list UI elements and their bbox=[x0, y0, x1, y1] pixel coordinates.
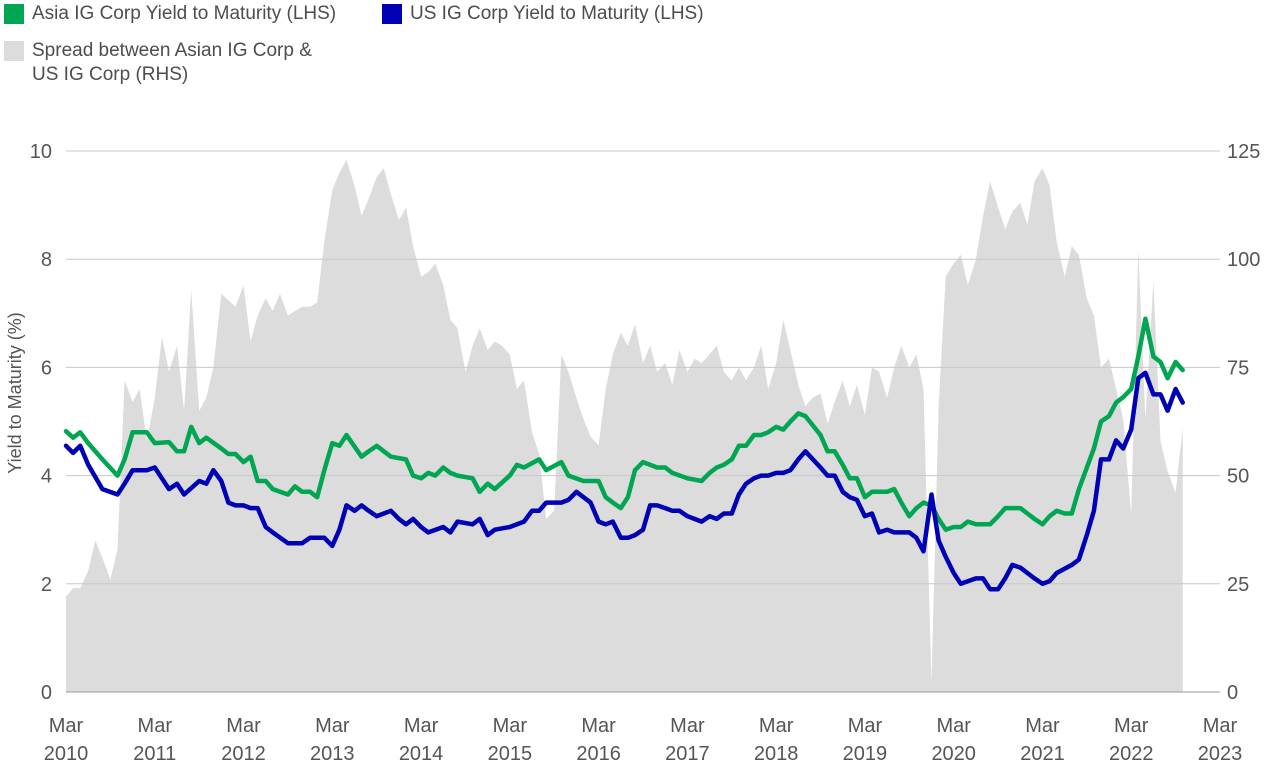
x-tick-label: Mar 2013 bbox=[310, 715, 355, 765]
x-tick-month: Mar bbox=[936, 715, 971, 737]
x-tick-year: 2015 bbox=[488, 743, 533, 765]
x-tick-month: Mar bbox=[1114, 715, 1149, 737]
x-tick-year: 2019 bbox=[843, 743, 888, 765]
x-tick-year: 2016 bbox=[576, 743, 621, 765]
legend-swatch-us bbox=[382, 4, 402, 24]
left-tick-label: 2 bbox=[41, 574, 52, 596]
right-tick-label: 100 bbox=[1227, 249, 1260, 271]
x-tick-month: Mar bbox=[138, 715, 173, 737]
x-tick-month: Mar bbox=[49, 715, 84, 737]
x-tick-month: Mar bbox=[493, 715, 528, 737]
x-tick-label: Mar 2012 bbox=[221, 715, 266, 765]
legend-item-us: US IG Corp Yield to Maturity (LHS) bbox=[382, 2, 704, 26]
x-tick-month: Mar bbox=[759, 715, 794, 737]
right-tick-label: 125 bbox=[1227, 141, 1260, 163]
x-tick-month: Mar bbox=[315, 715, 350, 737]
x-tick-label: Mar 2014 bbox=[399, 715, 444, 765]
legend-label-spread: Spread between Asian IG Corp & US IG Cor… bbox=[32, 39, 312, 87]
x-tick-label: Mar 2010 bbox=[44, 715, 89, 765]
x-tick-year: 2012 bbox=[221, 743, 266, 765]
legend-item-spread: Spread between Asian IG Corp & US IG Cor… bbox=[4, 39, 312, 87]
x-tick-label: Mar 2016 bbox=[576, 715, 621, 765]
x-tick-year: 2020 bbox=[931, 743, 976, 765]
x-tick-label: Mar 2015 bbox=[488, 715, 533, 765]
x-tick-label: Mar 2022 bbox=[1109, 715, 1154, 765]
left-tick-label: 4 bbox=[41, 466, 52, 488]
x-tick-label: Mar 2011 bbox=[133, 715, 176, 765]
x-tick-label: Mar 2018 bbox=[754, 715, 799, 765]
legend-label-spread-line1: Spread between Asian IG Corp & bbox=[32, 40, 312, 61]
x-tick-label: Mar 2021 bbox=[1020, 715, 1065, 765]
spread-area-layer bbox=[66, 159, 1183, 692]
legend: Asia IG Corp Yield to Maturity (LHS) US … bbox=[0, 0, 1280, 100]
us-yield-line bbox=[63, 370, 1185, 592]
right-tick-label: 25 bbox=[1227, 574, 1249, 596]
left-tick-label: 8 bbox=[41, 249, 52, 271]
right-tick-label: 50 bbox=[1227, 466, 1249, 488]
x-tick-label: Mar 2019 bbox=[843, 715, 888, 765]
x-tick-year: 2021 bbox=[1020, 743, 1065, 765]
x-tick-year: 2023 bbox=[1198, 743, 1243, 765]
legend-label-asia: Asia IG Corp Yield to Maturity (LHS) bbox=[32, 3, 337, 24]
left-tick-label: 10 bbox=[30, 141, 52, 163]
left-tick-label: 6 bbox=[41, 357, 52, 379]
x-tick-year: 2010 bbox=[44, 743, 89, 765]
x-tick-year: 2014 bbox=[399, 743, 444, 765]
x-tick-year: 2017 bbox=[665, 743, 710, 765]
x-tick-year: 2013 bbox=[310, 743, 355, 765]
x-tick-year: 2018 bbox=[754, 743, 799, 765]
right-tick-label: 75 bbox=[1227, 357, 1249, 379]
x-tick-month: Mar bbox=[670, 715, 705, 737]
x-tick-month: Mar bbox=[404, 715, 439, 737]
x-tick-month: Mar bbox=[226, 715, 261, 737]
x-tick-month: Mar bbox=[1025, 715, 1060, 737]
spread-area bbox=[66, 159, 1183, 692]
legend-item-asia: Asia IG Corp Yield to Maturity (LHS) bbox=[4, 2, 336, 26]
legend-swatch-spread bbox=[4, 41, 24, 61]
legend-label-spread-line2: US IG Corp (RHS) bbox=[32, 64, 189, 85]
x-tick-label: Mar 2017 bbox=[665, 715, 710, 765]
x-tick-year: 2011 bbox=[133, 743, 176, 765]
right-tick-label: 0 bbox=[1227, 682, 1238, 704]
x-tick-label: Mar 2023 bbox=[1198, 715, 1243, 765]
legend-label-us: US IG Corp Yield to Maturity (LHS) bbox=[410, 3, 704, 24]
yield-lines bbox=[63, 316, 1185, 592]
legend-swatch-asia bbox=[4, 4, 24, 24]
asia-yield-line bbox=[63, 316, 1185, 532]
x-tick-year: 2022 bbox=[1109, 743, 1154, 765]
x-tick-month: Mar bbox=[581, 715, 616, 737]
x-tick-month: Mar bbox=[848, 715, 883, 737]
y-axis-title: Yield to Maturity (%) bbox=[5, 312, 25, 473]
left-tick-label: 0 bbox=[41, 682, 52, 704]
x-tick-month: Mar bbox=[1203, 715, 1238, 737]
x-tick-label: Mar 2020 bbox=[931, 715, 976, 765]
